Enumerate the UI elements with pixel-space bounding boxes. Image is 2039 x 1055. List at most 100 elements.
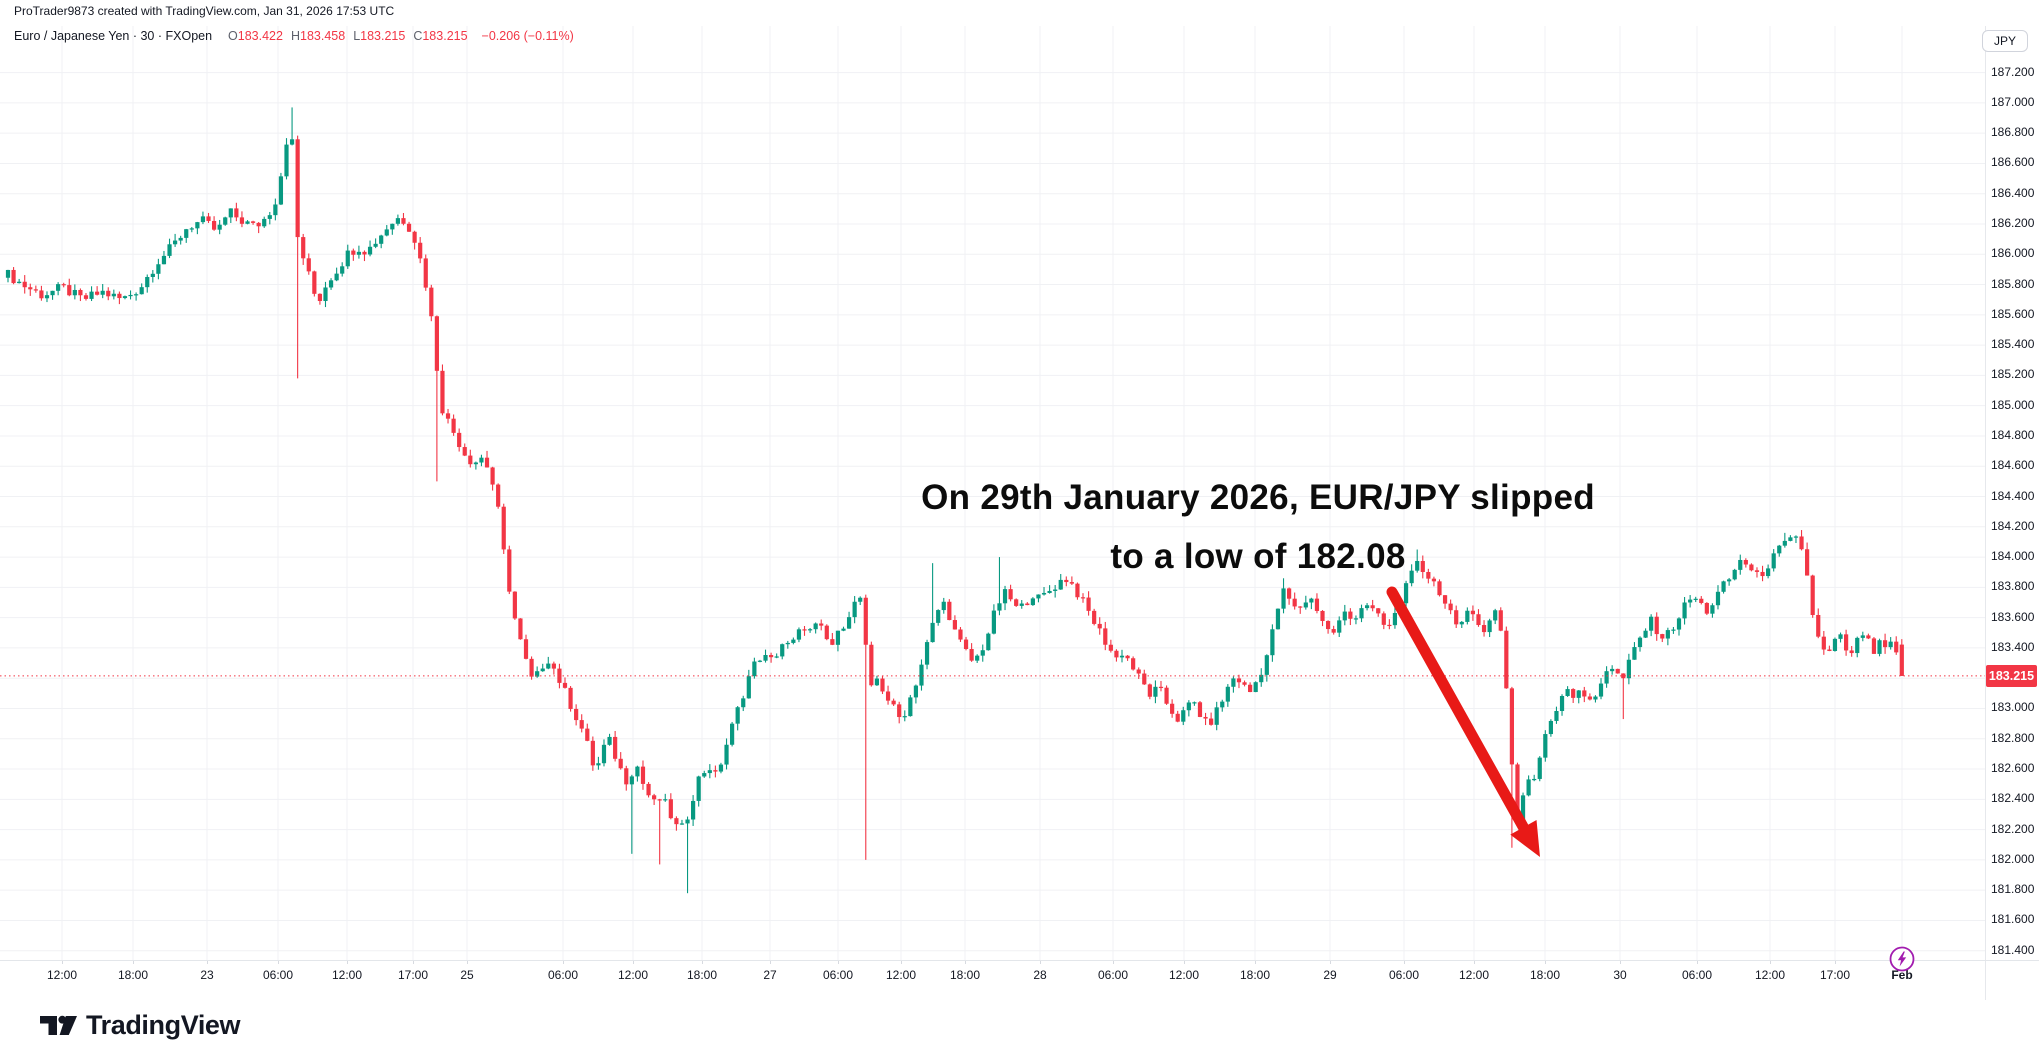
candle-body [813, 623, 818, 630]
candle-body [61, 284, 66, 286]
candle-body [1403, 583, 1409, 604]
candle-body [1158, 686, 1164, 689]
price-axis-separator [1985, 26, 1986, 1000]
candle-body [1097, 623, 1102, 629]
candle-body [1164, 687, 1169, 704]
candle-body [696, 776, 701, 801]
candle-body [100, 290, 105, 295]
price-axis-label: 186.400 [1991, 185, 2035, 200]
candle-body [462, 447, 467, 456]
time-axis-tick [413, 960, 414, 964]
candle-body [1002, 589, 1008, 604]
candle-body [83, 295, 89, 299]
candle-body [986, 633, 991, 651]
candle-body [1314, 598, 1320, 611]
candle-body [72, 289, 77, 296]
candle-body [161, 255, 167, 265]
candle-body [902, 716, 907, 718]
candle-body [1582, 690, 1587, 697]
candle-body [1080, 597, 1086, 599]
candle-body [1370, 605, 1375, 609]
candle-body [629, 776, 634, 785]
tradingview-logo[interactable]: TradingView [40, 1010, 241, 1041]
candle-body [1303, 602, 1308, 608]
time-axis-tick [1255, 960, 1256, 964]
candle-body [1487, 620, 1492, 633]
symbol-legend[interactable]: Euro / Japanese Yen · 30 · FXOpen O183.4… [14, 29, 574, 43]
ohlc-pair-O: O183.422 [228, 29, 283, 43]
candle-body [635, 766, 640, 777]
annotation-arrow-head[interactable] [1510, 820, 1540, 857]
candle-body [1498, 610, 1503, 631]
candle-body [1108, 644, 1113, 651]
candle-body [1604, 671, 1609, 684]
price-axis-label: 186.600 [1991, 155, 2035, 170]
candle-body [434, 316, 439, 371]
candle-body [367, 246, 373, 255]
candle-body [1225, 686, 1230, 702]
candle-body [1175, 713, 1180, 722]
candle-body [1788, 537, 1793, 541]
candle-body [590, 740, 595, 766]
candle-body [596, 763, 601, 766]
tradingview-wordmark: TradingView [86, 1010, 241, 1040]
annotation-arrow-shaft[interactable] [1386, 586, 1531, 837]
time-axis-label: 27 [763, 968, 777, 982]
candle-body [89, 291, 94, 299]
candle-body [1554, 710, 1559, 721]
price-axis-label: 185.400 [1991, 337, 2035, 352]
candle-body [924, 642, 930, 665]
ohlc-pair-H: H183.458 [290, 29, 346, 43]
candle-body [1782, 540, 1787, 546]
time-axis-label: 29 [1323, 968, 1337, 982]
time-axis-tick [1697, 960, 1698, 964]
time-axis-label: 12:00 [331, 968, 363, 982]
candle-body [1799, 536, 1804, 550]
candle-body [1320, 610, 1325, 621]
candle-body [936, 610, 941, 623]
time-axis-label: 17:00 [397, 968, 429, 982]
candle-body [1242, 682, 1247, 685]
candle-body [579, 720, 584, 729]
candle-body [1520, 795, 1526, 821]
time-axis-tick [62, 960, 63, 964]
currency-unit-button[interactable]: JPY [1982, 30, 2028, 52]
candle-body [735, 707, 740, 724]
candle-body [56, 284, 61, 291]
candle-body [1392, 612, 1398, 626]
candle-body [356, 251, 362, 255]
candle-body [418, 242, 423, 259]
candle-body [284, 144, 289, 177]
candle-body [1571, 689, 1576, 698]
candle-body [1214, 707, 1219, 725]
candle-body [317, 293, 323, 302]
time-axis-tick [1330, 960, 1331, 964]
candle-body [384, 229, 389, 236]
candle-body [22, 281, 27, 288]
candle-body [724, 744, 729, 765]
candle-body [874, 678, 880, 686]
candle-body [496, 484, 501, 507]
instant-order-placement-icon[interactable] [1887, 944, 1917, 974]
candle-body [1732, 569, 1737, 580]
time-axis-label: Feb [1891, 968, 1913, 982]
candle-body [1114, 650, 1119, 658]
candle-body [289, 139, 295, 145]
candle-body [1676, 618, 1682, 630]
candle-body [1092, 610, 1097, 624]
time-axis-tick [1835, 960, 1836, 964]
time-axis-separator [0, 960, 2039, 961]
candle-body [730, 723, 735, 745]
annotation-text[interactable]: On 29th January 2026, EUR/JPY slipped to… [858, 468, 1658, 586]
candle-body [780, 644, 785, 657]
candle-body [479, 457, 484, 463]
candle-body [178, 237, 183, 241]
candle-body [908, 697, 913, 717]
candle-body [702, 773, 707, 777]
candle-body [44, 295, 50, 299]
candle-body [841, 628, 846, 631]
candle-body [512, 591, 517, 619]
candle-body [323, 287, 328, 302]
candle-body [607, 736, 612, 745]
